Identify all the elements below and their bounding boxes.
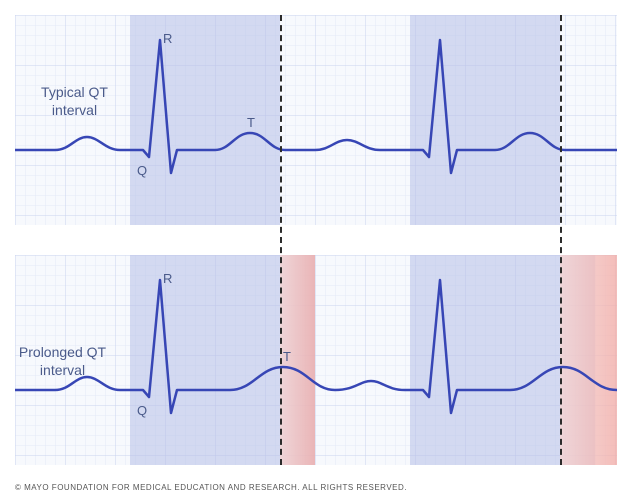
typical-label: Typical QTinterval — [27, 83, 122, 119]
chart-area: Typical QTinterval R Q T Prolonged QTinterv… — [15, 15, 617, 465]
ecg-trace — [15, 15, 617, 225]
copyright-text: © MAYO FOUNDATION FOR MEDICAL EDUCATION … — [15, 483, 407, 492]
wave-label-t: T — [283, 349, 291, 364]
wave-label-r: R — [163, 271, 172, 286]
panel-prolonged: Prolonged QTinterval R Q T — [15, 255, 617, 465]
panel-typical: Typical QTinterval R Q T — [15, 15, 617, 225]
wave-label-q: Q — [137, 403, 147, 418]
wave-label-q: Q — [137, 163, 147, 178]
wave-label-r: R — [163, 31, 172, 46]
prolonged-label: Prolonged QTinterval — [15, 343, 110, 379]
wave-label-t: T — [247, 115, 255, 130]
